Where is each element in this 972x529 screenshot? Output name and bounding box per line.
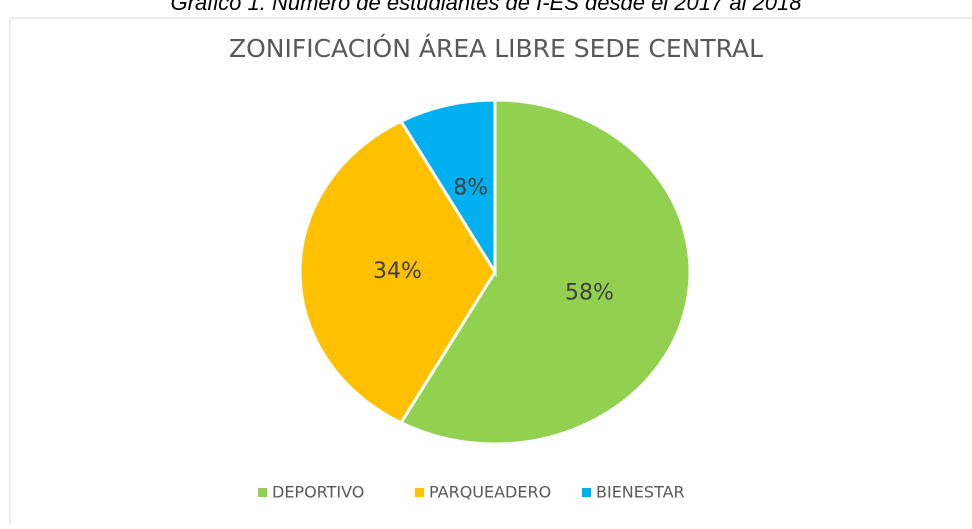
pie-slice <box>298 119 497 425</box>
caption: Gráfico 1. Número de estudiantes de I-ES… <box>170 0 802 15</box>
legend-label: BIENESTAR <box>596 483 685 502</box>
data-label: 34% <box>373 259 422 284</box>
legend-marker <box>258 488 267 497</box>
data-label: 58% <box>565 280 614 305</box>
pie-slice <box>398 98 692 446</box>
legend-label: PARQUEADERO <box>429 483 551 502</box>
legend-label: DEPORTIVO <box>272 483 364 502</box>
chart-title: ZONIFICACIÓN ÁREA LIBRE SEDE CENTRAL <box>229 33 763 63</box>
legend-marker <box>415 488 424 497</box>
data-label: 8% <box>453 176 488 201</box>
legend-marker <box>582 488 591 497</box>
pie-slice <box>398 98 497 278</box>
